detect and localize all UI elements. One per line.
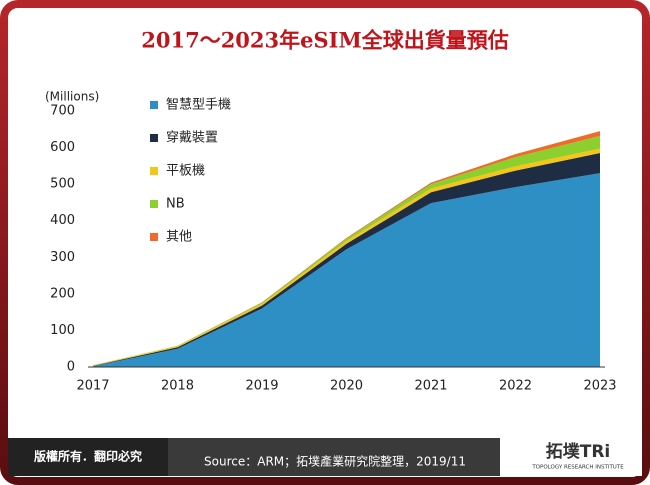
legend-label: 智慧型手機	[166, 97, 231, 113]
area	[93, 173, 600, 367]
y-axis-label: (Millions)	[45, 90, 99, 104]
y-tick-label: 700	[50, 104, 75, 119]
x-tick-label: 2022	[499, 379, 532, 394]
area	[93, 135, 600, 366]
x-tick-label: 2021	[414, 379, 447, 394]
source: Source：ARM；拓墣產業研究院整理，2019/11	[204, 454, 466, 469]
legend-swatch	[150, 101, 158, 109]
y-tick-label: 600	[50, 140, 75, 155]
x-tick-label: 2020	[330, 379, 363, 394]
x-tick-label: 2019	[245, 379, 278, 394]
legend-swatch	[150, 134, 158, 142]
x-tick-label: 2023	[583, 379, 616, 394]
y-tick-label: 400	[50, 213, 75, 228]
y-tick-label: 500	[50, 177, 75, 192]
legend-swatch	[150, 167, 158, 175]
y-tick-label: 200	[50, 286, 75, 301]
y-tick-label: 0	[67, 360, 75, 375]
x-tick-label: 2018	[161, 379, 194, 394]
area	[93, 153, 600, 367]
chart-title: 2017～2023年eSIM全球出貨量預估	[141, 28, 509, 53]
legend-label: 其他	[166, 230, 192, 245]
logo-sub: TOPOLOGY RESEARCH INSTITUTE	[531, 465, 624, 471]
x-tick-label: 2017	[76, 379, 109, 394]
y-tick-label: 100	[50, 323, 75, 338]
y-tick-label: 300	[50, 250, 75, 265]
footer-left	[8, 438, 168, 476]
legend-label: 平板機	[166, 164, 205, 179]
logo: 拓墣TRi	[546, 442, 611, 462]
legend-label: NB	[166, 197, 185, 212]
copyright: 版權所有．翻印必究	[34, 449, 142, 464]
legend-swatch	[150, 233, 158, 241]
logo-box	[500, 438, 642, 476]
legend-swatch	[150, 200, 158, 208]
legend-label: 穿戴裝置	[166, 130, 218, 146]
